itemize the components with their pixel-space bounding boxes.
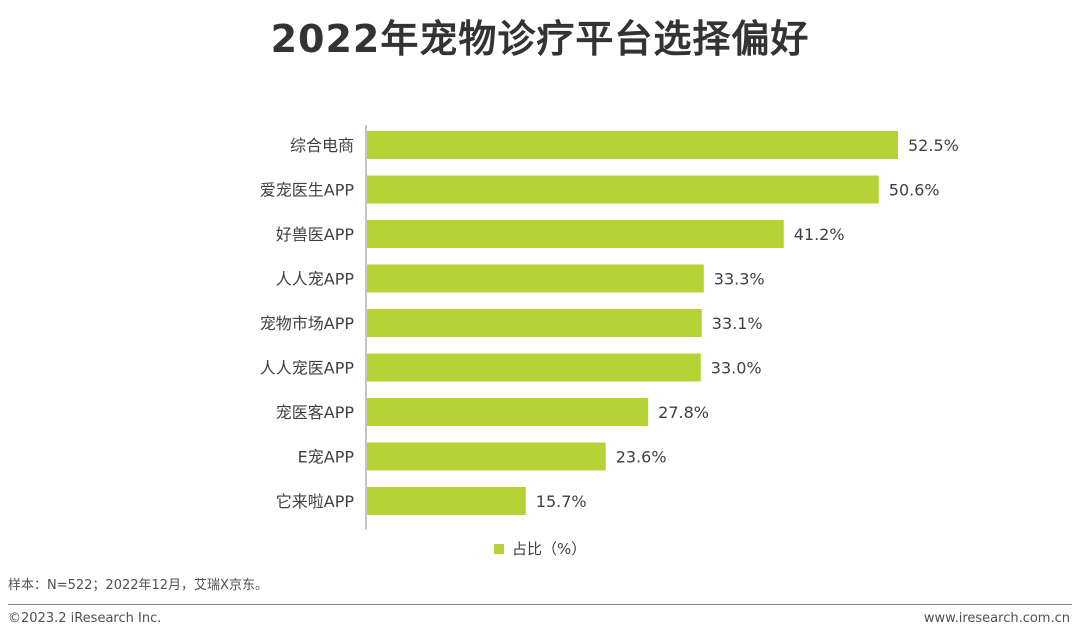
value-label: 27.8% xyxy=(658,403,709,422)
value-label: 33.0% xyxy=(711,359,762,378)
bar-chart: 综合电商 52.5% 爱宠医生APP 50.6% 好兽医APP 41.2% 人人宠APP 33… xyxy=(260,125,959,530)
category-label: 人人宠APP xyxy=(276,270,355,289)
value-label: 33.3% xyxy=(714,270,765,289)
bar xyxy=(367,264,704,293)
category-label: 人人宠医APP xyxy=(260,359,355,378)
bar xyxy=(367,353,701,382)
category-label: E宠APP xyxy=(298,448,355,467)
bar xyxy=(367,442,606,471)
value-label: 50.6% xyxy=(889,181,940,200)
website: www.iresearch.com.cn xyxy=(923,611,1070,626)
chart-title: 2022年宠物诊疗平台选择偏好 xyxy=(270,17,810,61)
value-label: 15.7% xyxy=(536,492,587,511)
bar xyxy=(367,131,898,159)
value-label: 33.1% xyxy=(712,314,763,333)
legend-swatch xyxy=(494,543,504,554)
bar xyxy=(367,175,879,204)
sample-note: 样本：N=522；2022年12月，艾瑞X京东。 xyxy=(8,578,268,593)
legend: 占比（%） xyxy=(494,538,586,559)
footer-divider xyxy=(8,604,1072,605)
value-label: 52.5% xyxy=(908,136,959,155)
bar xyxy=(367,220,784,248)
bar xyxy=(367,309,702,337)
bar xyxy=(367,398,649,426)
legend-label: 占比（%） xyxy=(512,540,587,558)
category-label: 宠医客APP xyxy=(276,403,355,422)
copyright: ©2023.2 iResearch Inc. xyxy=(8,611,162,626)
bar xyxy=(367,487,526,515)
category-label: 好兽医APP xyxy=(276,225,355,244)
value-label: 23.6% xyxy=(616,448,667,467)
category-label: 综合电商 xyxy=(290,136,354,155)
category-label: 它来啦APP xyxy=(276,492,355,511)
value-label: 41.2% xyxy=(794,225,845,244)
category-label: 宠物市场APP xyxy=(260,314,355,333)
category-label: 爱宠医生APP xyxy=(260,181,355,200)
